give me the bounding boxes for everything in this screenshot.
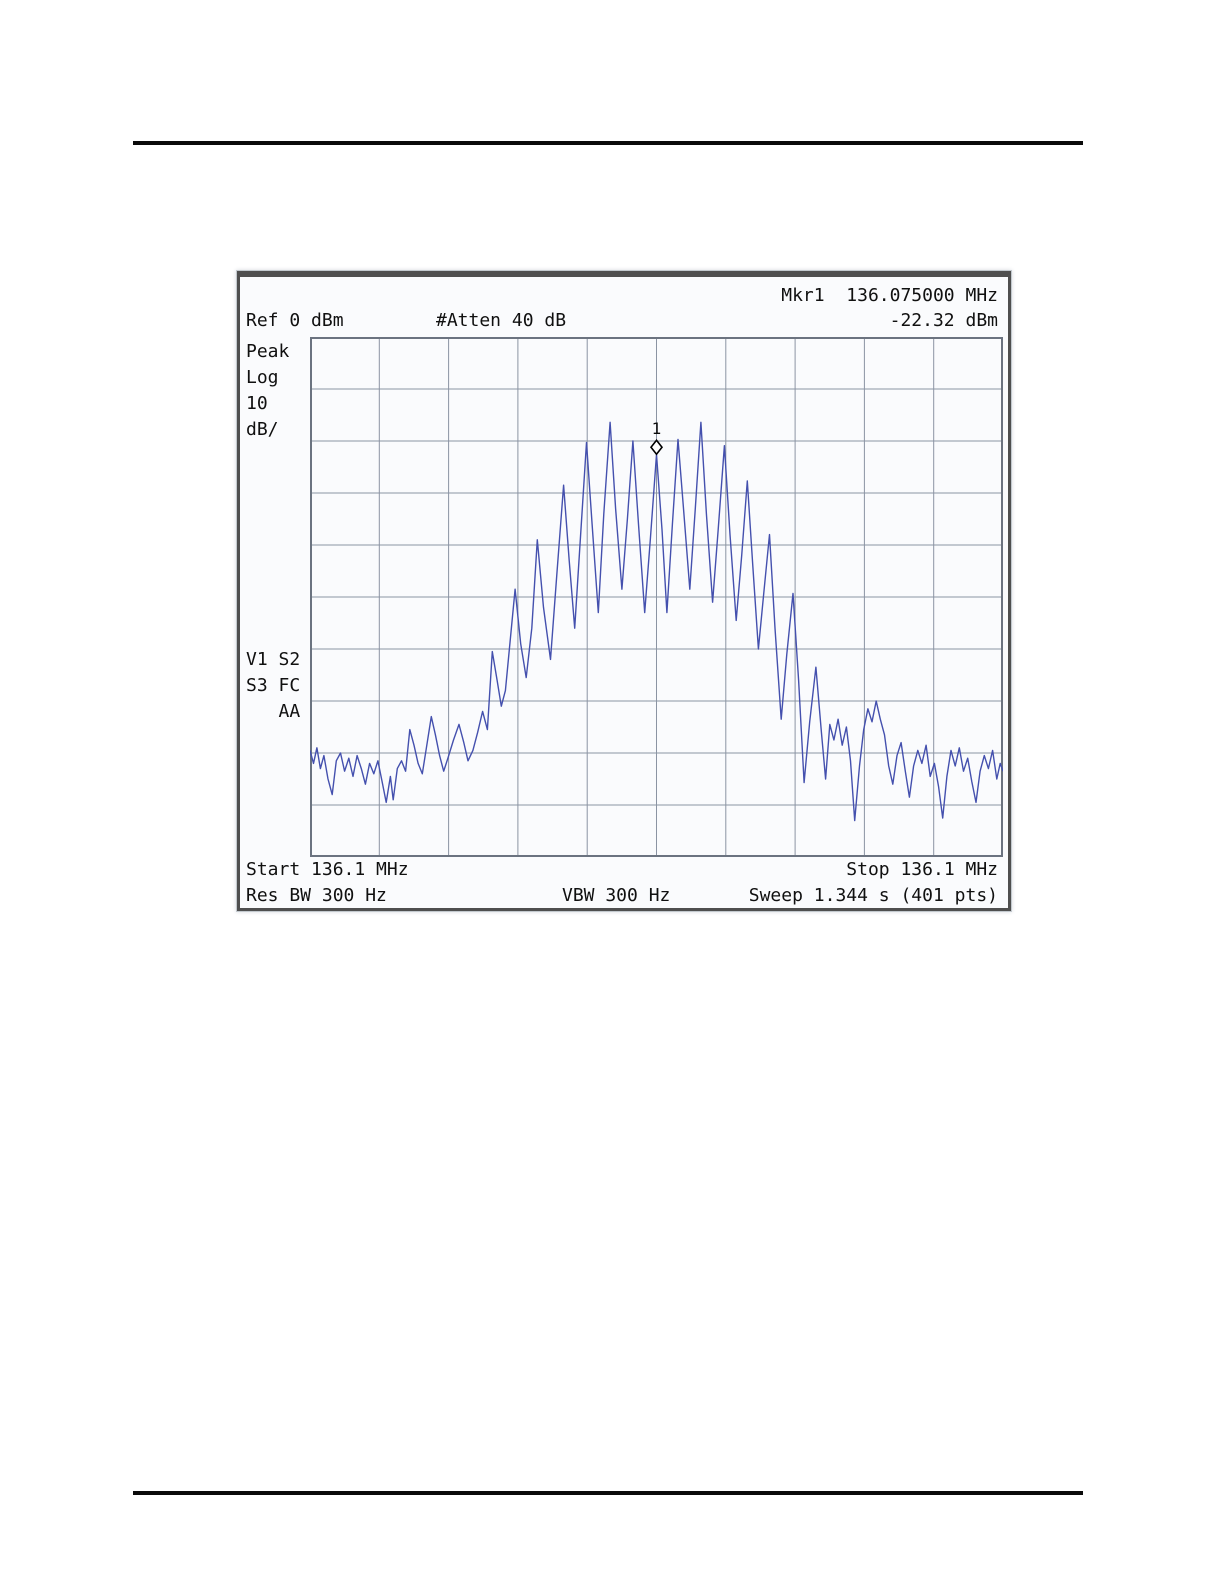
ref-level-label: Ref 0 dBm — [246, 310, 344, 331]
attenuation-label: #Atten 40 dB — [436, 310, 567, 331]
start-frequency-label: Start 136.1 MHz — [246, 859, 409, 880]
res-bw-label: Res BW 300 Hz — [246, 885, 387, 906]
page-header-rule — [133, 141, 1083, 145]
vbw-label: VBW 300 Hz — [562, 885, 671, 906]
marker-id-label: 1 — [652, 419, 662, 438]
stop-frequency-label: Stop 136.1 MHz — [846, 859, 998, 880]
marker-frequency-readout: Mkr1 136.075000 MHz — [781, 285, 998, 306]
sweep-label: Sweep 1.344 s (401 pts) — [748, 885, 998, 906]
page-footer-rule — [133, 1491, 1083, 1495]
annunciator-labels: V1 S2 S3 FC AA — [246, 649, 301, 722]
display-settings-labels: Peak Log 10 dB/ — [246, 341, 290, 440]
spectrum-analyzer-screenshot: Mkr1 136.075000 MHz Ref 0 dBm #Atten 40 … — [237, 271, 1011, 911]
marker-amplitude-readout: -22.32 dBm — [889, 310, 998, 331]
spectrum-plot: 1 — [310, 337, 1003, 857]
